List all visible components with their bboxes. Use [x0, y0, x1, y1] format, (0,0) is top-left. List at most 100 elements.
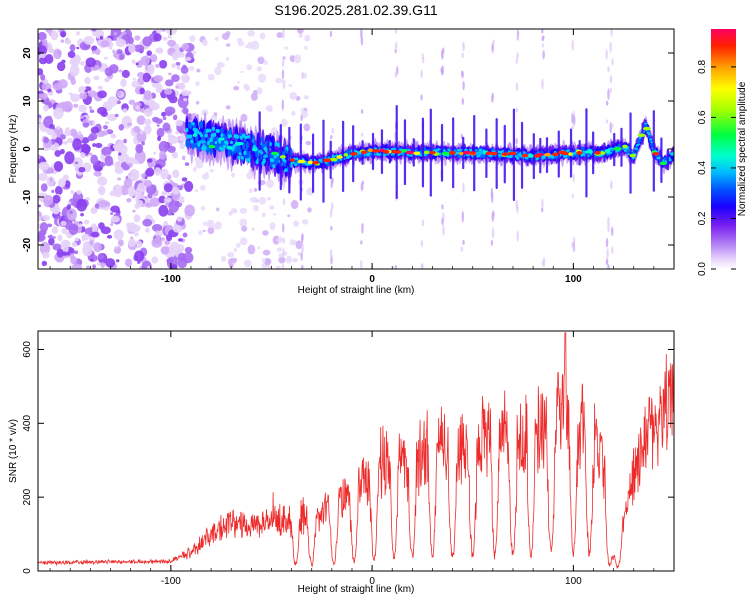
- noise-blob: [198, 230, 203, 236]
- noise-blob: [85, 265, 91, 269]
- noise-blob: [285, 255, 293, 264]
- ridge-band: [186, 140, 190, 148]
- noise-blob: [257, 56, 265, 65]
- noise-blob: [38, 204, 42, 208]
- streak-blob: [441, 65, 444, 76]
- streak-blob: [421, 53, 424, 60]
- noise-blob: [118, 69, 123, 73]
- ridge-core: [372, 149, 381, 153]
- noise-blob: [76, 198, 88, 212]
- ridge-band: [283, 159, 287, 163]
- streak-blob: [360, 182, 363, 192]
- x-tick-label: -100: [161, 274, 181, 285]
- noise-blob: [74, 237, 79, 242]
- snr-ylabel: SNR (10 * v/v): [8, 419, 19, 483]
- streak-blob: [515, 58, 518, 64]
- ridge-band: [638, 138, 642, 143]
- streak-blob: [609, 41, 612, 54]
- y-tick-label: -10: [22, 189, 33, 204]
- streak-blob: [516, 203, 519, 214]
- noise-blob: [185, 56, 192, 62]
- noise-blob: [102, 125, 109, 130]
- noise-blob: [176, 65, 181, 71]
- noise-blob: [116, 49, 123, 55]
- noise-blob: [303, 123, 311, 132]
- streak-blob: [541, 198, 544, 210]
- ridge-band: [610, 147, 614, 150]
- noise-blob: [247, 30, 256, 37]
- ridge-band: [204, 133, 208, 138]
- noise-blob: [81, 238, 86, 242]
- streak-blob: [516, 34, 519, 41]
- noise-blob: [161, 237, 165, 242]
- noise-blob: [89, 240, 95, 246]
- noise-blob: [98, 186, 106, 196]
- noise-blob: [119, 53, 125, 60]
- noise-blob: [248, 188, 253, 194]
- noise-blob: [113, 52, 118, 58]
- noise-blob: [134, 250, 145, 262]
- noise-blob: [158, 150, 167, 160]
- noise-blob: [297, 29, 304, 34]
- noise-blob: [76, 131, 82, 136]
- streak-blob: [605, 237, 609, 248]
- noise-blob: [39, 53, 47, 59]
- streak-blob: [609, 74, 613, 84]
- streak-blob: [394, 48, 397, 54]
- noise-blob: [207, 73, 215, 81]
- noise-blob: [162, 116, 167, 121]
- streak-blob: [281, 69, 285, 80]
- streak-blob: [330, 225, 333, 231]
- noise-blob: [139, 129, 144, 135]
- noise-blob: [107, 113, 117, 122]
- noise-blob: [195, 162, 204, 169]
- noise-blob: [60, 39, 65, 43]
- streak-blob: [571, 241, 574, 248]
- ridge-band: [271, 158, 275, 163]
- noise-blob: [156, 127, 165, 138]
- noise-blob: [125, 156, 136, 166]
- streak-blob: [571, 194, 575, 199]
- ridge-spike: [250, 130, 253, 168]
- noise-blob: [106, 201, 111, 207]
- ridge-core: [659, 161, 667, 166]
- noise-blob: [269, 205, 275, 210]
- ridge-band: [457, 148, 461, 152]
- noise-blob: [214, 66, 222, 76]
- noise-blob: [49, 177, 53, 182]
- noise-blob: [184, 246, 193, 254]
- y-tick-label: 600: [22, 341, 33, 358]
- noise-blob: [293, 54, 302, 64]
- colorbar-tick-label: 0.6: [697, 110, 708, 124]
- colorbar-tick-label: 0.4: [697, 161, 708, 175]
- ridge-band: [209, 146, 213, 156]
- noise-blob: [70, 93, 81, 103]
- noise-blob: [72, 138, 82, 151]
- ridge-core: [235, 141, 244, 146]
- noise-blob: [135, 187, 143, 197]
- noise-blob: [289, 91, 298, 100]
- noise-blob: [168, 135, 179, 144]
- noise-blob: [247, 244, 256, 255]
- ridge-core: [198, 140, 207, 144]
- ridge-band: [478, 148, 482, 152]
- noise-blob: [284, 46, 289, 50]
- noise-blob: [59, 148, 65, 155]
- noise-blob: [128, 99, 136, 105]
- noise-blob: [115, 38, 127, 47]
- y-tick-label: 200: [22, 488, 33, 505]
- noise-blob: [64, 180, 71, 188]
- noise-blob: [135, 62, 139, 66]
- colorbar-gradient: [711, 29, 736, 269]
- ridge-core: [612, 147, 622, 151]
- spectrogram-heatmap: [38, 29, 674, 269]
- ridge-core: [423, 150, 430, 155]
- noise-blob: [90, 126, 100, 134]
- noise-blob: [115, 90, 122, 97]
- ridge-band: [209, 137, 213, 143]
- ridge-core: [297, 159, 306, 164]
- noise-blob: [206, 219, 215, 229]
- noise-blob: [155, 63, 160, 68]
- noise-blob: [168, 199, 180, 213]
